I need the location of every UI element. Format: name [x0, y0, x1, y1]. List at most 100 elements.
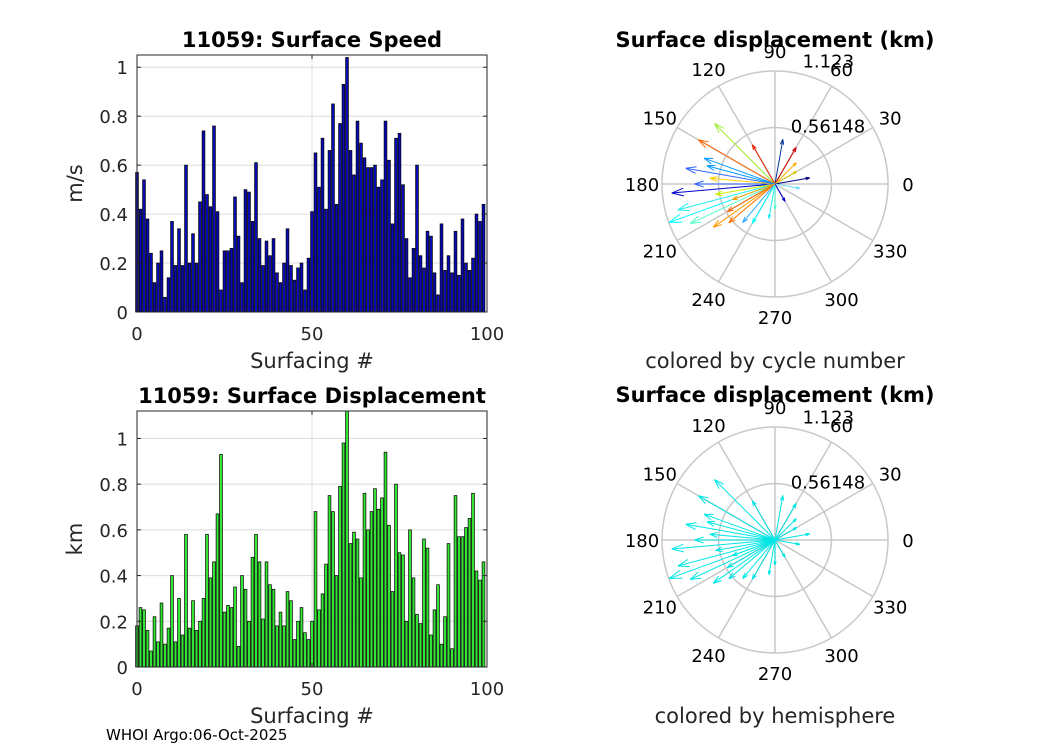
displacement-bar-89	[447, 544, 450, 667]
speed-bar-28	[234, 197, 237, 312]
speed-bar-36	[262, 265, 265, 312]
speed-bar-29	[237, 236, 240, 312]
speed-bar-14	[185, 165, 188, 312]
speed-bar-27	[230, 248, 233, 312]
displacement-bar-19	[202, 598, 205, 667]
speed-bar-46	[297, 268, 300, 312]
speed-bar-54	[325, 209, 328, 312]
speed-bar-99	[482, 204, 485, 312]
displacement-bar-69	[377, 509, 380, 667]
speed-bar-62	[353, 175, 356, 312]
speed-bar-83	[426, 231, 429, 312]
displacement-bar-90	[451, 649, 454, 667]
speed-bar-23	[216, 212, 219, 312]
displacement-bar-99	[482, 562, 485, 667]
displacement-bar-45	[293, 640, 296, 667]
displacement-bar-76	[402, 555, 405, 667]
displacement-bar-73	[391, 592, 394, 667]
displacement-bar-41	[279, 612, 282, 667]
speed-bar-31	[244, 190, 247, 312]
displacement-bar-21	[209, 578, 212, 667]
speed-bar-51	[314, 153, 317, 312]
speed-bar-13	[181, 265, 184, 312]
displacement-bar-83	[426, 548, 429, 667]
polar-hemisphere-theta-label-210: 210	[643, 598, 677, 619]
speed-bar-95	[468, 270, 471, 312]
displacement-bar-61	[349, 544, 352, 667]
speed-bar-38	[269, 256, 272, 312]
speed-bar-97	[475, 214, 478, 312]
displacement-bar-56	[332, 512, 335, 667]
speed-bar-69	[377, 187, 380, 312]
speed-bar-58	[339, 124, 342, 312]
polar-cycle-theta-label-30: 30	[879, 109, 902, 130]
speed-bar-87	[440, 224, 443, 312]
speed-bar-11	[174, 265, 177, 312]
displacement-bar-66	[367, 530, 370, 667]
speed-bar-18	[199, 202, 202, 312]
speed-bar-10	[171, 221, 174, 312]
displacement-bar-10	[171, 576, 174, 667]
displacement-bar-35	[258, 562, 261, 667]
displacement-bar-71	[384, 452, 387, 667]
speed-bar-91	[454, 231, 457, 312]
displacement-title: 11059: Surface Displacement	[138, 384, 486, 408]
speed-bar-47	[300, 263, 303, 312]
speed-bar-5	[153, 283, 156, 312]
displacement-bar-37	[265, 562, 268, 667]
speed-bar-12	[178, 229, 181, 312]
displacement-ytick-label: 0.8	[99, 475, 128, 496]
speed-bar-53	[321, 138, 324, 312]
polar-hemisphere-theta-label-120: 120	[691, 416, 725, 437]
displacement-bar-43	[286, 592, 289, 667]
displacement-bar-32	[248, 621, 251, 667]
displacement-bar-40	[276, 626, 279, 667]
speed-bar-89	[447, 256, 450, 312]
displacement-bar-11	[174, 642, 177, 667]
speed-ytick-label: 0	[117, 303, 128, 324]
speed-bar-8	[164, 297, 167, 312]
speed-bar-17	[195, 263, 198, 312]
speed-bar-6	[157, 263, 160, 312]
speed-bar-57	[335, 204, 338, 312]
speed-bar-90	[451, 273, 454, 312]
displacement-bar-94	[465, 528, 468, 667]
speed-bar-93	[461, 219, 464, 312]
displacement-bar-18	[199, 621, 202, 667]
speed-bar-39	[272, 239, 275, 312]
displacement-bar-96	[472, 493, 475, 667]
displacement-bar-36	[262, 619, 265, 667]
speed-bar-67	[370, 168, 373, 312]
displacement-ytick-label: 0.4	[99, 567, 128, 588]
displacement-bar-51	[314, 512, 317, 667]
speed-bar-4	[150, 253, 153, 312]
speed-ytick-label: 0.6	[99, 156, 128, 177]
speed-bar-71	[384, 121, 387, 312]
polar-hemisphere-theta-label-180: 180	[625, 531, 659, 552]
displacement-bar-29	[237, 646, 240, 667]
polar-cycle-theta-label-330: 330	[873, 242, 907, 263]
displacement-xtick-label: 50	[301, 679, 324, 700]
speed-bar-68	[374, 165, 377, 312]
speed-bar-70	[381, 180, 384, 312]
polar-hemisphere-theta-label-270: 270	[758, 664, 792, 685]
displacement-bar-33	[251, 557, 254, 667]
speed-bar-82	[423, 268, 426, 312]
displacement-bar-85	[433, 610, 436, 667]
polar-cycle-r-label: 0.56148	[791, 117, 865, 138]
displacement-bar-91	[454, 496, 457, 667]
polar-hemisphere-theta-label-0: 0	[902, 531, 913, 552]
speed-bar-30	[241, 283, 244, 312]
speed-bar-60	[346, 57, 349, 312]
speed-bar-75	[398, 133, 401, 312]
displacement-bar-42	[283, 626, 286, 667]
displacement-bar-57	[335, 576, 338, 667]
speed-ytick-label: 0.4	[99, 205, 128, 226]
displacement-ytick-label: 0.2	[99, 612, 128, 633]
displacement-bar-93	[461, 537, 464, 667]
speed-bar-32	[248, 192, 251, 312]
speed-bar-65	[363, 158, 366, 312]
displacement-ylabel: km	[63, 523, 87, 556]
displacement-bar-58	[339, 486, 342, 667]
